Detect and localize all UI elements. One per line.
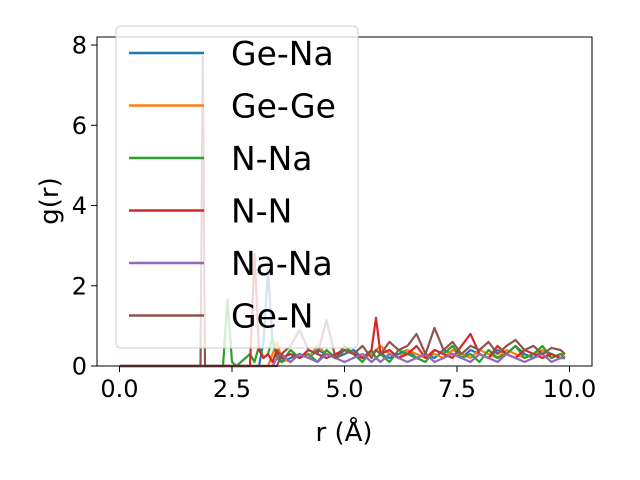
x-axis: 0.0 2.5 5.0 7.5 10.0 [100, 366, 596, 403]
x-tick-label: 10.0 [543, 375, 596, 403]
x-tick-label: 2.5 [213, 375, 251, 403]
x-axis-label: r (Å) [315, 416, 372, 448]
legend-entry: Na-Na [231, 244, 333, 283]
legend-entry: N-N [231, 192, 292, 231]
legend-entry: Ge-Na [231, 34, 334, 73]
legend-entry: Ge-N [231, 297, 313, 336]
y-tick-label: 2 [72, 272, 87, 300]
y-tick-label: 4 [72, 192, 87, 220]
legend-entry: Ge-Ge [231, 87, 336, 126]
legend: Ge-Na Ge-Ge N-Na N-N Na-Na Ge-N [115, 25, 359, 349]
y-tick-label: 6 [72, 112, 87, 140]
legend-entry: N-Na [231, 139, 313, 178]
x-tick-label: 5.0 [325, 375, 363, 403]
y-tick-label: 0 [72, 353, 87, 381]
y-axis: 0 2 4 6 8 [72, 32, 97, 381]
x-tick-label: 0.0 [100, 375, 138, 403]
y-tick-label: 8 [72, 32, 87, 60]
x-tick-label: 7.5 [438, 375, 476, 403]
y-axis-label: g(r) [35, 177, 65, 224]
